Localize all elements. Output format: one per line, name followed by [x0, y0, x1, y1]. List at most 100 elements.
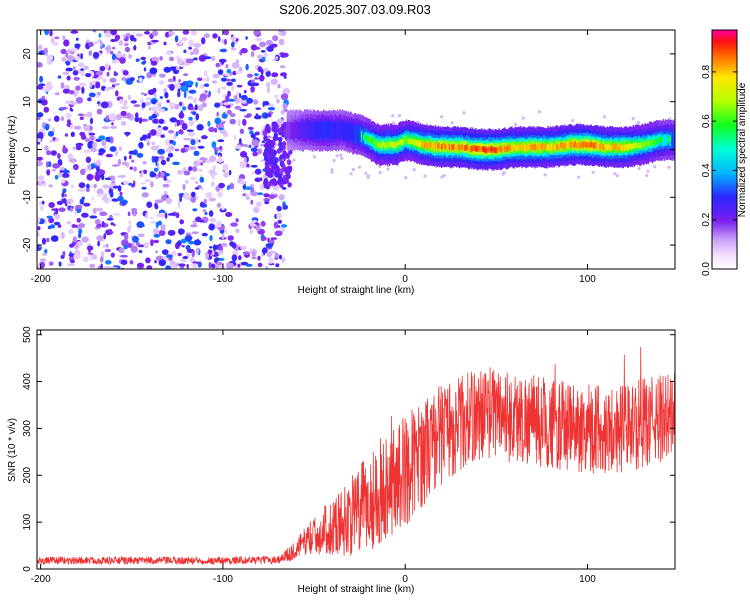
- noise-cell: [45, 161, 49, 168]
- noise-cell: [141, 169, 144, 178]
- noise-cell: [239, 160, 247, 168]
- colorbar-cell: [712, 241, 737, 244]
- faint-cell: [514, 122, 518, 127]
- colorbar-cell: [712, 93, 737, 97]
- noise-cell: [254, 177, 262, 183]
- noise-cell: [121, 174, 126, 178]
- noise-cell: [75, 145, 82, 151]
- faint-cell: [501, 172, 505, 176]
- signal-cell: [638, 142, 640, 149]
- signal-cell: [656, 138, 658, 144]
- noise-cell: [110, 30, 117, 36]
- noise-cell: [279, 182, 284, 188]
- noise-cell: [261, 140, 266, 143]
- noise-cell: [278, 254, 283, 260]
- noise-cell: [118, 40, 123, 46]
- faint-cell: [646, 169, 650, 173]
- colorbar-cell: [712, 233, 737, 236]
- noise-cell: [89, 164, 92, 172]
- noise-cell: [156, 145, 160, 148]
- noise-cell: [261, 253, 264, 257]
- faint-cell: [440, 175, 444, 179]
- noise-cell: [111, 53, 116, 61]
- noise-cell: [130, 77, 135, 82]
- colorbar-cell: [712, 183, 737, 186]
- signal-cell: [347, 123, 350, 141]
- signal-cell: [539, 144, 541, 151]
- noise-cell: [139, 137, 144, 141]
- colorbar-cell: [712, 125, 737, 129]
- noise-cell: [252, 219, 257, 223]
- noise-cell: [237, 263, 241, 268]
- noise-cell: [221, 233, 225, 240]
- noise-cell: [193, 239, 202, 246]
- noise-cell: [264, 160, 270, 167]
- noise-cell: [150, 106, 159, 112]
- noise-cell: [215, 62, 220, 68]
- signal-cell: [431, 142, 433, 149]
- noise-cell: [176, 55, 180, 60]
- noise-cell: [249, 221, 255, 225]
- signal-cell: [466, 144, 468, 150]
- y-tick-label: -10: [22, 190, 33, 205]
- noise-cell: [169, 264, 176, 269]
- faint-cell: [637, 167, 641, 171]
- noise-cell: [37, 244, 40, 251]
- signal-cell: [560, 142, 562, 148]
- noise-cell: [127, 243, 132, 248]
- noise-cell: [232, 250, 239, 256]
- signal-cell: [514, 144, 516, 150]
- noise-cell: [282, 103, 288, 110]
- signal-cell: [531, 143, 533, 150]
- noise-cell: [78, 188, 86, 192]
- noise-cell: [176, 57, 184, 65]
- noise-cell: [216, 262, 224, 266]
- colorbar-tick-label: 0.8: [701, 64, 712, 78]
- noise-cell: [57, 75, 62, 79]
- y-tick-label: 400: [22, 373, 33, 390]
- noise-cell: [54, 213, 61, 220]
- noise-cell: [190, 263, 199, 268]
- noise-cell: [177, 240, 182, 247]
- signal-cell: [583, 141, 585, 147]
- signal-cell: [628, 144, 630, 150]
- noise-cell: [182, 81, 188, 85]
- signal-cell: [345, 123, 348, 141]
- noise-cell: [190, 176, 197, 181]
- noise-cell: [223, 30, 230, 36]
- signal-cell: [287, 121, 289, 139]
- noise-cell: [91, 197, 95, 200]
- noise-cell: [100, 101, 109, 109]
- noise-cell: [106, 71, 110, 77]
- noise-cell: [71, 224, 77, 228]
- noise-cell: [109, 228, 113, 235]
- noise-cell: [88, 132, 96, 136]
- noise-cell: [270, 78, 278, 85]
- noise-cell: [188, 146, 197, 151]
- noise-cell: [65, 67, 73, 72]
- noise-cell: [86, 245, 94, 251]
- noise-cell: [284, 168, 289, 175]
- signal-cell: [488, 146, 490, 153]
- noise-cell: [199, 84, 205, 89]
- noise-cell: [282, 150, 287, 156]
- noise-cell: [165, 265, 171, 269]
- signal-cell: [474, 145, 476, 151]
- signal-cell: [510, 145, 512, 151]
- noise-cell: [110, 222, 114, 226]
- noise-cell: [151, 99, 157, 105]
- noise-cell: [253, 30, 261, 36]
- noise-cell: [167, 152, 174, 158]
- signal-cell: [575, 142, 577, 149]
- noise-cell: [245, 196, 250, 201]
- colorbar-cell: [712, 219, 737, 222]
- signal-cell: [307, 120, 310, 139]
- signal-cell: [555, 142, 557, 149]
- signal-cell: [578, 141, 580, 148]
- noise-cell: [282, 52, 289, 58]
- faint-cell: [378, 165, 382, 169]
- colorbar-cell: [712, 255, 737, 258]
- faint-cell: [591, 170, 595, 175]
- signal-cell: [645, 140, 647, 146]
- noise-cell: [75, 96, 84, 104]
